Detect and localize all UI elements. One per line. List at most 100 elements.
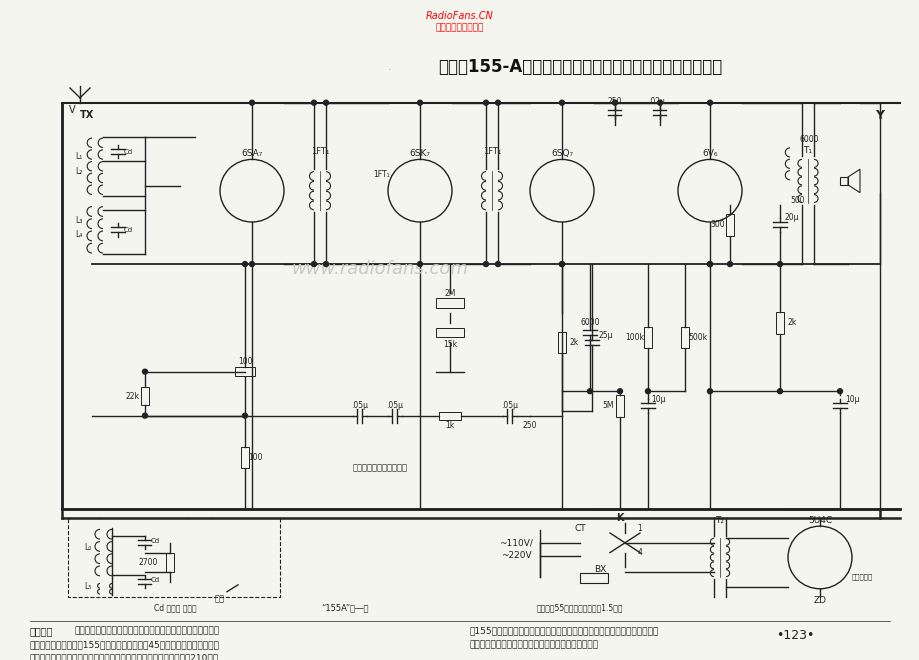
Text: 6SK₇: 6SK₇ — [409, 149, 430, 158]
Text: 25μ: 25μ — [598, 331, 613, 340]
Text: T₂: T₂ — [715, 516, 724, 525]
Text: V: V — [69, 104, 75, 115]
Text: 250: 250 — [607, 97, 621, 106]
Text: 1: 1 — [637, 523, 641, 533]
Bar — [438, 412, 460, 420]
Text: 4: 4 — [637, 548, 641, 557]
Circle shape — [612, 100, 617, 105]
Circle shape — [483, 261, 488, 267]
Text: “155A”二―二: “155A”二―二 — [321, 604, 369, 613]
Text: 注：波段开关在中波位置: 注：波段开关在中波位置 — [352, 463, 407, 472]
Circle shape — [312, 261, 316, 267]
Bar — [680, 327, 688, 348]
Text: 6SA₇: 6SA₇ — [241, 149, 263, 158]
Circle shape — [483, 100, 488, 105]
Circle shape — [243, 413, 247, 418]
Text: Cd 为小调 电容器: Cd 为小调 电容器 — [153, 604, 196, 613]
Bar — [616, 395, 623, 416]
Text: www.radiofans.com: www.radiofans.com — [291, 260, 468, 278]
Text: L₅: L₅ — [85, 582, 92, 591]
Circle shape — [142, 413, 147, 418]
Text: 500: 500 — [789, 196, 804, 205]
Circle shape — [707, 389, 711, 393]
Text: 1FT₁: 1FT₁ — [373, 170, 390, 179]
Circle shape — [777, 389, 782, 393]
Circle shape — [249, 261, 255, 267]
Bar — [725, 214, 733, 236]
Text: 10μ: 10μ — [844, 395, 858, 403]
Text: L₃: L₃ — [75, 216, 83, 224]
Text: 300: 300 — [709, 220, 724, 230]
Text: CT: CT — [573, 523, 585, 533]
Text: L₁: L₁ — [75, 152, 83, 161]
Text: TX: TX — [80, 110, 94, 120]
Text: 6SQ₇: 6SQ₇ — [550, 149, 573, 158]
Text: 500k: 500k — [687, 333, 707, 342]
Circle shape — [495, 100, 500, 105]
Circle shape — [559, 261, 564, 267]
Circle shape — [559, 261, 564, 267]
Text: Cd: Cd — [151, 538, 159, 544]
Text: BX: BX — [594, 565, 606, 574]
Text: .05μ: .05μ — [386, 401, 403, 411]
Circle shape — [707, 261, 711, 267]
Text: 较155型为低；中频放大和低频放，阴极回路加装自偏压电阻和旁路电容器，: 较155型为低；中频放大和低频放，阴极回路加装自偏压电阻和旁路电容器， — [470, 626, 659, 636]
Circle shape — [727, 261, 732, 267]
Bar — [165, 552, 174, 572]
Text: Cd: Cd — [151, 577, 159, 583]
Circle shape — [243, 261, 247, 267]
Text: Y: Y — [874, 109, 883, 122]
Text: L₄: L₄ — [75, 230, 83, 239]
Bar — [643, 327, 652, 348]
Text: 22k: 22k — [126, 391, 140, 401]
Circle shape — [417, 100, 422, 105]
Text: 5U4C: 5U4C — [807, 516, 831, 525]
Text: 5M: 5M — [602, 401, 613, 411]
Circle shape — [836, 389, 842, 393]
Circle shape — [417, 261, 422, 267]
Text: 整流管灯丝: 整流管灯丝 — [850, 574, 872, 580]
Text: 10μ: 10μ — [650, 395, 664, 403]
Bar — [579, 573, 607, 583]
Circle shape — [645, 389, 650, 393]
Circle shape — [323, 100, 328, 105]
Text: 1k: 1k — [445, 421, 454, 430]
Text: 15k: 15k — [442, 340, 457, 348]
Text: 消机功率55瓦，额定输出功率1.5瓦。: 消机功率55瓦，额定输出功率1.5瓦。 — [536, 604, 622, 613]
Text: L₀: L₀ — [85, 543, 92, 552]
Text: •123•: •123• — [776, 629, 814, 642]
Text: ZD: ZD — [812, 596, 825, 605]
Text: 本机为超外差式收音机，备有拾音器插口，可放唱片。本机除: 本机为超外差式收音机，备有拾音器插口，可放唱片。本机除 — [75, 626, 220, 636]
Circle shape — [587, 389, 592, 393]
Text: 2700: 2700 — [139, 558, 158, 567]
Circle shape — [249, 100, 255, 105]
Text: 【说明】: 【说明】 — [30, 626, 53, 636]
Text: 1FT₁: 1FT₁ — [482, 147, 501, 156]
Text: 上海牌155-A型交流五管二波段（原上海广播器材厂产品）: 上海牌155-A型交流五管二波段（原上海广播器材厂产品） — [437, 57, 721, 75]
Text: ·: · — [388, 65, 391, 75]
Text: .05μ: .05μ — [501, 401, 518, 411]
Text: 下列各项外，其余均与155型相同。电力消耗，45瓦，零件焊接，部份零件: 下列各项外，其余均与155型相同。电力消耗，45瓦，零件焊接，部份零件 — [30, 640, 220, 649]
Text: 6000: 6000 — [580, 318, 599, 327]
Circle shape — [657, 100, 662, 105]
Text: 2M: 2M — [444, 289, 455, 298]
Text: 收音机爱好者资料库: 收音机爱好者资料库 — [436, 23, 483, 32]
Bar — [436, 327, 463, 337]
Circle shape — [495, 261, 500, 267]
Bar — [558, 331, 565, 353]
Text: 250: 250 — [522, 421, 537, 430]
Bar — [775, 312, 783, 333]
Text: 20μ: 20μ — [784, 213, 799, 222]
Circle shape — [142, 369, 147, 374]
Bar — [436, 298, 463, 308]
Text: ~110V/: ~110V/ — [498, 539, 532, 547]
Text: .02μ: .02μ — [648, 97, 664, 106]
Circle shape — [707, 100, 711, 105]
Text: 100k: 100k — [625, 333, 644, 342]
Text: 杂声较小。输出变压器，初级不抽头，次级可不接地。: 杂声较小。输出变压器，初级不抽头，次级可不接地。 — [470, 640, 598, 649]
Circle shape — [707, 261, 711, 267]
Circle shape — [777, 261, 782, 267]
Text: 双进: 双进 — [215, 594, 225, 603]
Text: RadioFans.CN: RadioFans.CN — [425, 11, 494, 20]
Text: K: K — [616, 513, 623, 523]
